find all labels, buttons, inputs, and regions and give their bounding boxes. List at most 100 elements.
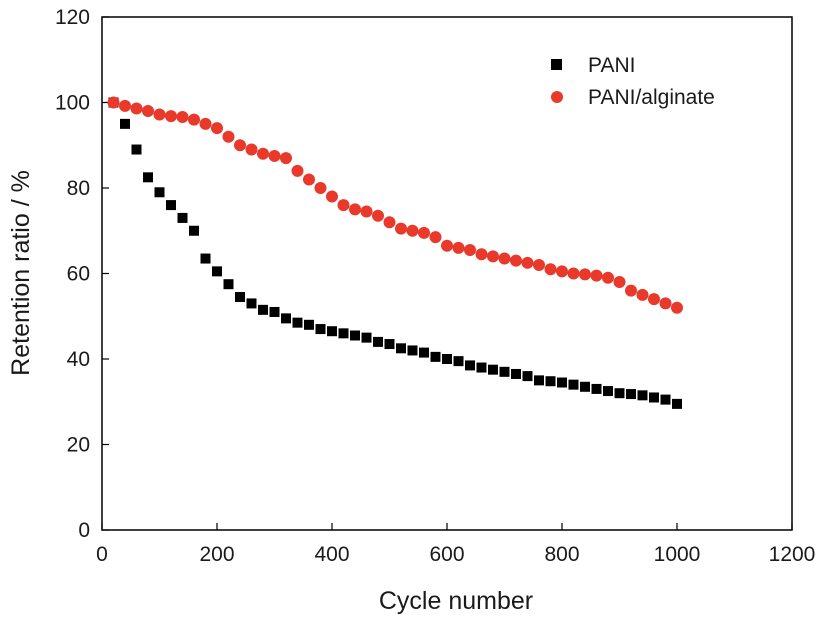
pani-point — [522, 371, 533, 382]
pani-alginate-point — [464, 243, 476, 256]
pani-alginate-point — [165, 110, 177, 123]
pani-point — [143, 172, 153, 183]
pani-point — [154, 187, 165, 198]
pani-alginate-point — [475, 248, 488, 261]
pani-alginate-point — [533, 258, 545, 271]
pani-point — [166, 200, 176, 211]
pani-point — [407, 345, 418, 356]
pani-point — [649, 392, 659, 403]
pani-alginate-point — [303, 173, 315, 186]
legend-label-pani: PANI — [588, 54, 635, 77]
axis-ticks — [101, 16, 793, 531]
pani-point — [499, 366, 510, 377]
x-tick-label: 200 — [199, 543, 234, 566]
pani-alginate-point — [613, 276, 626, 289]
pani-point — [568, 379, 579, 390]
pani-alginate-point — [337, 199, 350, 212]
x-axis-title: Cycle number — [379, 587, 533, 615]
pani-alginate-point — [291, 164, 304, 177]
pani-point — [580, 381, 590, 392]
pani-alginate-point — [199, 117, 212, 130]
pani-point — [235, 292, 245, 303]
pani-point — [338, 328, 349, 339]
pani-point — [396, 343, 406, 354]
pani-alginate-point — [429, 231, 442, 244]
pani-alginate-point — [372, 209, 384, 222]
legend-marker-pani — [551, 59, 562, 70]
pani-alginate-point — [153, 108, 166, 121]
pani-point — [373, 336, 383, 347]
y-tick-label: 40 — [67, 348, 90, 371]
pani-alginate-point — [257, 147, 269, 160]
pani-alginate-point — [590, 269, 603, 282]
y-tick-label: 0 — [78, 519, 90, 542]
pani-alginate-point — [487, 250, 499, 263]
x-tick-label: 0 — [96, 543, 108, 566]
pani-alginate-point — [521, 256, 534, 269]
pani-alginate-point — [234, 139, 246, 152]
pani-point — [419, 347, 429, 358]
pani-alginate-point — [567, 267, 580, 280]
pani-alginate-point — [579, 268, 591, 281]
y-axis-title: Retention ratio / % — [7, 170, 35, 376]
pani-point — [350, 330, 360, 341]
pani-alginate-point — [268, 149, 281, 162]
pani-point — [384, 339, 395, 350]
pani-point — [131, 144, 142, 155]
x-tick-label: 1200 — [769, 543, 816, 566]
pani-alginate-point — [406, 224, 419, 237]
pani-point — [465, 360, 475, 371]
pani-alginate-point — [280, 152, 292, 165]
pani-point — [361, 332, 372, 343]
pani-point — [281, 313, 291, 324]
pani-point — [511, 368, 521, 379]
pani-point — [626, 389, 636, 400]
pani-point — [304, 319, 314, 330]
pani-alginate-point — [360, 205, 373, 218]
pani-alginate-point — [625, 284, 637, 297]
pani-alginate-point — [602, 271, 614, 284]
legend-marker-pani-alginate — [551, 91, 563, 103]
pani-point — [200, 253, 211, 264]
pani-alginate-point — [498, 252, 511, 265]
pani-alginate-point — [648, 293, 660, 306]
x-tick-label: 600 — [429, 543, 464, 566]
pani-point — [545, 376, 556, 387]
legend: PANI PANI/alginate — [551, 54, 715, 109]
data-marks — [107, 96, 683, 409]
x-tick-label: 400 — [314, 543, 349, 566]
pani-alginate-point — [119, 99, 131, 112]
pani-point — [591, 383, 602, 394]
pani-point — [212, 266, 222, 277]
pani-point — [442, 354, 452, 364]
y-tick-label: 60 — [67, 263, 90, 286]
pani-point — [534, 375, 544, 386]
axis-tick-labels: 0 200 400 600 800 1000 1200 0 20 40 60 80 100 120 — [55, 6, 815, 566]
pani-alginate-point — [452, 241, 465, 254]
pani-alginate-point — [349, 203, 361, 216]
pani-alginate-point — [441, 239, 453, 252]
pani-alginate-point — [383, 216, 396, 229]
pani-alginate-point — [314, 182, 327, 194]
pani-point — [476, 362, 487, 373]
pani-point — [120, 118, 130, 129]
pani-alginate-point — [107, 96, 120, 109]
pani-point — [258, 304, 268, 315]
pani-point — [672, 398, 682, 409]
pani-point — [223, 279, 234, 290]
pani-alginate-point — [176, 111, 189, 124]
pani-alginate-point — [636, 288, 649, 301]
legend-label-pani-alginate: PANI/alginate — [588, 86, 715, 109]
pani-point — [430, 351, 441, 362]
pani-point — [246, 298, 257, 309]
y-tick-label: 80 — [67, 177, 90, 200]
pani-alginate-point — [211, 122, 223, 135]
y-tick-label: 100 — [55, 92, 90, 115]
pani-point — [269, 306, 280, 317]
x-tick-label: 800 — [544, 543, 579, 566]
pani-point — [453, 356, 464, 367]
pani-point — [637, 390, 648, 401]
y-tick-label: 120 — [55, 6, 90, 29]
pani-point — [315, 324, 326, 335]
